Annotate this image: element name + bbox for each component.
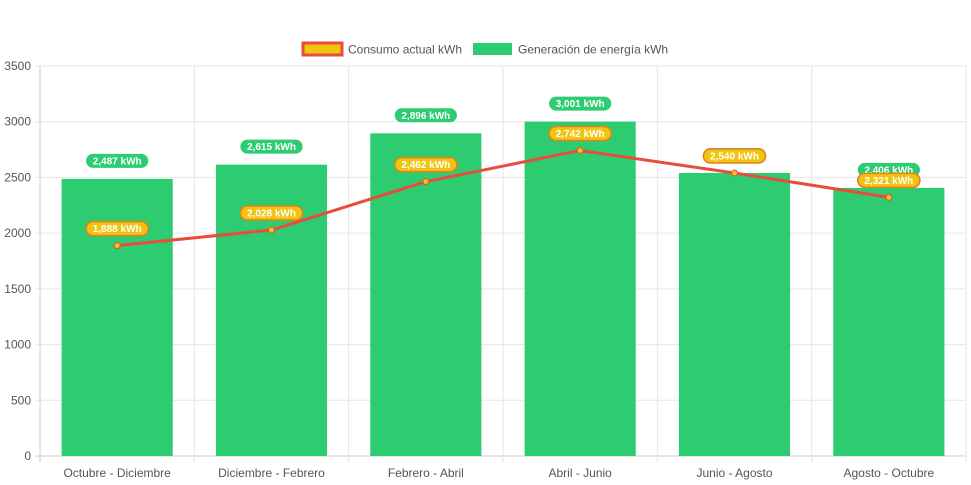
x-tick-label: Febrero - Abril xyxy=(388,466,464,480)
consumo-point[interactable] xyxy=(731,169,738,177)
line-data-label-text: 2,742 kWh xyxy=(556,129,605,140)
x-tick-label: Octubre - Diciembre xyxy=(63,466,171,480)
line-data-label: 2,462 kWh xyxy=(393,156,458,173)
bar-data-label-text: 3,001 kWh xyxy=(556,99,605,110)
line-data-label-text: 2,462 kWh xyxy=(401,160,450,171)
line-data-label-text: 2,028 kWh xyxy=(247,209,296,220)
bar-data-label-bg xyxy=(86,153,149,168)
line-data-label: 2,028 kWh xyxy=(239,205,304,221)
line-data-label: 1,888 kWh xyxy=(85,220,150,237)
legend-swatch-generacion[interactable] xyxy=(473,43,512,55)
consumo-point[interactable] xyxy=(885,193,893,201)
y-tick-label: 2500 xyxy=(4,170,31,184)
line-data-label: 2,321 kWh xyxy=(856,172,921,189)
data-labels: 2,487 kWh 2,615 kWh 2,896 kWh 3,001 kWh 2,54… xyxy=(85,96,921,237)
y-tick-label: 500 xyxy=(11,393,31,407)
bar-data-label-bg xyxy=(549,96,612,111)
line-data-label-text: 2,321 kWh xyxy=(864,176,913,187)
line-data-label-bg xyxy=(85,220,150,237)
line-data-label-bg xyxy=(702,148,767,164)
legend-swatch-consumo[interactable] xyxy=(301,41,344,57)
bar-data-label: 3,001 kWh xyxy=(549,96,612,111)
bar-data-label: 2,615 kWh xyxy=(240,139,303,154)
y-tick-label: 1500 xyxy=(4,282,31,296)
bar-data-label-text: 2,406 kWh xyxy=(864,165,913,176)
line-data-label-text: 2,540 kWh xyxy=(710,151,759,162)
bar-data-label-text: 2,615 kWh xyxy=(247,142,296,153)
y-tick-label: 3000 xyxy=(4,115,31,129)
line-data-label-text: 1,888 kWh xyxy=(93,224,142,235)
line-data-label-bg xyxy=(393,156,458,173)
consumo-point[interactable] xyxy=(113,242,121,250)
bar-data-label-bg xyxy=(394,108,457,123)
consumo-point[interactable] xyxy=(268,226,275,234)
line-data-label-bg xyxy=(239,205,304,221)
y-tick-label: 3500 xyxy=(4,59,31,73)
line-series xyxy=(113,146,893,250)
y-tick-label: 2000 xyxy=(4,226,31,240)
legend-label-consumo[interactable]: Consumo actual kWh xyxy=(348,43,462,57)
line-data-label: 2,540 kWh xyxy=(702,148,767,164)
legend-label-generacion[interactable]: Generación de energía kWh xyxy=(518,43,668,57)
line-data-label: 2,742 kWh xyxy=(548,125,613,142)
bar-data-label-text: 2,896 kWh xyxy=(401,111,450,122)
line-data-label-bg xyxy=(548,125,613,142)
x-tick-label: Abril - Junio xyxy=(548,466,612,480)
consumo-point[interactable] xyxy=(576,146,584,154)
bar-data-label: 2,896 kWh xyxy=(394,108,457,123)
bar-generacion[interactable] xyxy=(524,121,636,457)
x-tick-label: Agosto - Octubre xyxy=(843,466,934,480)
grid: 0 500 1000 1500 2000 2500 3000 3500 Octubre - Di… xyxy=(4,59,967,480)
x-tick-label: Diciembre - Febrero xyxy=(218,466,325,480)
bar-data-label: 2,487 kWh xyxy=(86,153,149,168)
bar-generacion[interactable] xyxy=(678,172,791,456)
y-tick-label: 1000 xyxy=(4,338,31,352)
consumo-line xyxy=(117,148,890,248)
bar-generacion[interactable] xyxy=(370,133,482,456)
legend[interactable]: Consumo actual kWh Generación de energía… xyxy=(301,41,668,57)
x-tick-label: Junio - Agosto xyxy=(696,466,772,480)
bar-data-label-bg xyxy=(240,139,303,154)
consumo-point[interactable] xyxy=(422,178,430,186)
bar-generacion[interactable] xyxy=(833,187,945,456)
bar-generacion[interactable] xyxy=(61,178,173,456)
bar-data-label-text: 2,487 kWh xyxy=(93,156,142,167)
line-data-label-bg xyxy=(856,172,921,189)
y-tick-label: 0 xyxy=(24,449,31,463)
